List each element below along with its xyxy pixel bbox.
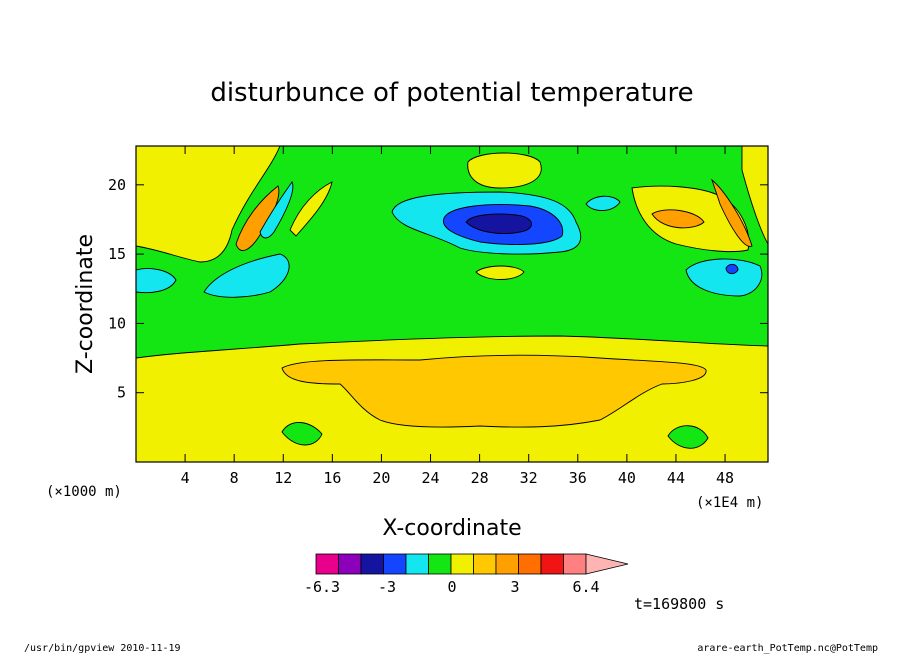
- y-tick-label: 5: [117, 384, 126, 402]
- x-unit-left: (×1000 m): [46, 484, 122, 500]
- colorbar-swatch: [473, 553, 497, 575]
- y-axis: 5 10 15 20: [108, 176, 768, 402]
- x-tick-label: 24: [421, 469, 439, 487]
- colorbar-swatch: [383, 553, 407, 575]
- x-tick-label: 16: [323, 469, 341, 487]
- x-tick-label: 28: [471, 469, 489, 487]
- x-tick-label: 44: [667, 469, 685, 487]
- contour-darkblue-cold: [465, 213, 532, 234]
- colorbar-label: -3: [378, 578, 396, 596]
- contour-blue-right: [725, 263, 739, 275]
- contour-cyan-right: [685, 258, 763, 297]
- colorbar-labels: -6.3 -3 0 3 6.4: [304, 578, 600, 596]
- contour-cyan-mid-left: [136, 268, 177, 294]
- contour-yellow-small: [475, 265, 525, 280]
- x-tick-label: 40: [618, 469, 636, 487]
- contour-yellow-top: [467, 152, 542, 189]
- colorbar-swatch: [563, 553, 587, 575]
- colorbar-swatch: [518, 553, 542, 575]
- contour-cyan-mid: [203, 253, 290, 298]
- colorbar-swatch: [540, 553, 564, 575]
- contour-yellow-upper-left: [136, 146, 281, 263]
- x-tick-label: 32: [520, 469, 538, 487]
- x-axis: 4 8 12 16 20 24 28 32 36 40 44 48: [181, 146, 734, 487]
- time-label: t=169800 s: [634, 595, 724, 613]
- colorbar-swatch: [405, 553, 429, 575]
- colorbar-label: 3: [510, 578, 519, 596]
- x-tick-label: 36: [569, 469, 587, 487]
- contour-orange-low: [281, 354, 707, 428]
- colorbar-swatch: [450, 553, 474, 575]
- contour-green-blob-left: [281, 422, 323, 446]
- x-tick-label: 48: [716, 469, 734, 487]
- colorbar-swatch: [315, 553, 339, 575]
- x-axis-label: X-coordinate: [382, 516, 521, 541]
- y-tick-label: 15: [108, 245, 126, 263]
- x-unit-right: (×1E4 m): [696, 495, 763, 511]
- colorbar-label: 6.4: [572, 578, 599, 596]
- colorbar-label: -6.3: [304, 578, 340, 596]
- plot-frame: [135, 145, 769, 463]
- footer-left: /usr/bin/gpview 2010-11-19: [24, 643, 181, 654]
- y-axis-label: Z-coordinate: [73, 234, 98, 374]
- x-tick-label: 20: [372, 469, 390, 487]
- x-tick-label: 8: [230, 469, 239, 487]
- colorbar-arrow: [585, 553, 629, 575]
- footer-right: arare-earth_PotTemp.nc@PotTemp: [697, 643, 878, 654]
- colorbar-swatch: [360, 553, 384, 575]
- x-tick-label: 4: [181, 469, 190, 487]
- colorbar-swatch: [338, 553, 362, 575]
- plot-area: [135, 145, 769, 463]
- colorbar-swatch: [495, 553, 519, 575]
- contour-orange-upper-right: [651, 209, 705, 229]
- colorbar-label: 0: [447, 578, 456, 596]
- y-tick-label: 10: [108, 314, 126, 332]
- chart-title: disturbunce of potential temperature: [210, 78, 693, 108]
- contour-cyan-upper-left: [259, 181, 294, 239]
- colorbar-swatch: [428, 553, 452, 575]
- contour-orange-streak-right: [711, 178, 753, 247]
- contour-cyan-small: [585, 195, 621, 211]
- x-tick-label: 12: [274, 469, 292, 487]
- contour-green-blob-right: [667, 425, 709, 449]
- y-tick-label: 20: [108, 176, 126, 194]
- colorbar: [315, 553, 629, 575]
- contour-yellow-streak-1: [289, 181, 333, 237]
